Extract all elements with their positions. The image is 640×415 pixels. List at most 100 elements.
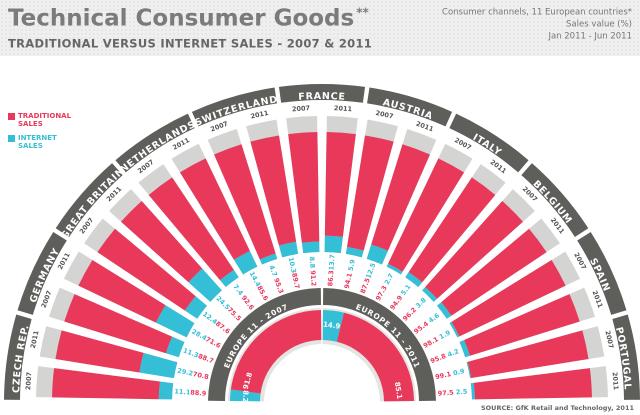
header-band <box>0 0 640 56</box>
internet-bar <box>466 361 472 379</box>
traditional-bar <box>467 330 589 378</box>
internet-bar <box>324 235 343 254</box>
traditional-value: 71.6 <box>204 335 222 350</box>
year-label: 2007 <box>603 330 615 349</box>
chart-title: Technical Consumer Goods <box>8 6 354 32</box>
internet-bar <box>386 263 403 275</box>
internet-bar <box>278 241 299 258</box>
internet-bar <box>470 382 475 400</box>
internet-value: 3.8 <box>414 296 428 310</box>
summary-traditional <box>336 312 414 402</box>
year-label: 2011 <box>29 329 41 349</box>
traditional-value: 95.8 <box>429 352 447 365</box>
traditional-bar <box>288 132 320 243</box>
year-label: 2011 <box>250 109 270 121</box>
traditional-value: 98.1 <box>422 335 440 350</box>
internet-value: 13.7 <box>327 254 336 271</box>
internet-value: 8.8 <box>308 256 317 269</box>
internet-bar <box>459 340 470 358</box>
summary-band <box>208 288 321 401</box>
traditional-value: 88.7 <box>197 352 215 365</box>
year-label: 2011 <box>415 120 435 134</box>
internet-value: 10.3 <box>287 257 298 274</box>
internet-value: 2.5 <box>456 388 469 397</box>
internet-value: 4.7 <box>267 264 279 278</box>
legend-item: INTERNET SALES <box>8 134 57 150</box>
internet-value: 1.9 <box>438 328 452 341</box>
country-band <box>115 113 195 173</box>
traditional-value: 91.2 <box>309 270 318 287</box>
traditional-value: 96.2 <box>401 306 418 323</box>
traditional-bar <box>78 259 166 323</box>
traditional-value: 95.4 <box>412 319 430 335</box>
source: SOURCE: GfK Retail and Technology, 2011 <box>481 404 635 412</box>
note: Consumer channels, 11 European countries… <box>442 8 632 18</box>
traditional-bar <box>451 259 566 337</box>
internet-bar <box>158 381 174 400</box>
internet-value: 4.6 <box>427 311 441 325</box>
traditional-value: 94.9 <box>388 294 404 312</box>
country-label: FRANCE <box>298 90 346 102</box>
traditional-bar <box>441 228 547 316</box>
summary-internet-value: 8.2 <box>241 390 250 403</box>
year-label: 2011 <box>334 104 353 113</box>
internet-bar <box>449 321 460 338</box>
internet-value: 4.2 <box>446 347 460 359</box>
traditional-bar <box>347 135 394 251</box>
internet-bar <box>188 268 222 302</box>
summary-band <box>323 288 436 401</box>
summary-traditional <box>230 310 322 394</box>
internet-bar <box>184 296 207 319</box>
traditional-bar <box>408 177 496 283</box>
internet-bar <box>437 302 452 319</box>
internet-bar <box>366 244 388 265</box>
country-band <box>17 231 67 315</box>
internet-value: 29.2 <box>177 367 194 378</box>
internet-value: 11.1 <box>174 387 191 396</box>
title-mark: ** <box>356 6 369 20</box>
traditional-value: 88.9 <box>190 389 207 398</box>
internet-bar <box>345 246 364 258</box>
legend-item: TRADITIONAL SALES <box>8 112 71 128</box>
country-band <box>449 113 529 173</box>
traditional-value: 95.3 <box>272 277 285 295</box>
country-label-path: FRANCE <box>298 90 345 102</box>
traditional-value: 89.7 <box>290 272 301 289</box>
summary-internet <box>230 389 261 402</box>
traditional-bar <box>324 132 356 237</box>
traditional-bar <box>55 330 144 373</box>
legend-swatch <box>8 113 15 120</box>
internet-value: 12.5 <box>364 261 377 279</box>
year-label: 2007 <box>375 109 394 121</box>
internet-value: 2.7 <box>383 272 396 286</box>
note: Sales value (%) <box>566 20 632 30</box>
year-label: 2007 <box>24 372 33 391</box>
traditional-value: 85.6 <box>255 284 270 302</box>
internet-bar <box>220 269 239 287</box>
traditional-bar <box>97 228 196 311</box>
traditional-value: 94.1 <box>343 272 354 290</box>
chart-subtitle: TRADITIONAL VERSUS INTERNET SALES - 2007… <box>8 37 372 51</box>
traditional-bar <box>148 177 234 281</box>
internet-value: 0.9 <box>452 367 465 377</box>
summary-traditional-value: 85.1 <box>393 381 404 399</box>
country-band <box>278 83 366 103</box>
traditional-value: 70.8 <box>192 370 210 381</box>
traditional-bar <box>388 158 465 272</box>
traditional-bar <box>121 201 203 283</box>
country-band <box>191 87 277 127</box>
traditional-bar <box>425 201 523 299</box>
country-band <box>55 163 123 237</box>
legend-label: INTERNET SALES <box>18 134 57 150</box>
internet-bar <box>165 336 185 358</box>
traditional-bar <box>64 294 173 354</box>
legend-label: TRADITIONAL SALES <box>18 112 72 128</box>
internet-bar <box>301 241 320 254</box>
traditional-value: 99.1 <box>434 370 452 381</box>
internet-value: 5.9 <box>347 258 357 271</box>
traditional-bar <box>473 368 592 400</box>
internet-bar <box>155 305 195 338</box>
internet-bar <box>259 253 278 265</box>
